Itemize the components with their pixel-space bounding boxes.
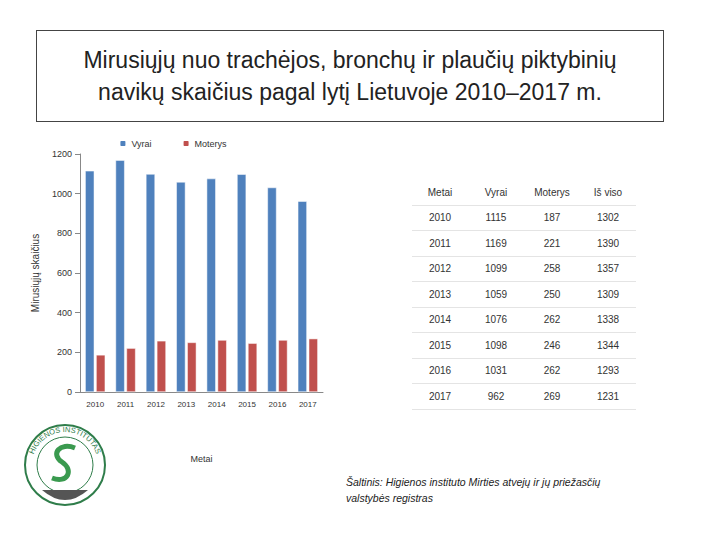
html-text:1169: 1169 xyxy=(485,237,507,249)
html-text:Iš viso: Iš viso xyxy=(593,186,623,198)
html-text:Mirusiųjų nuo trachėjos, bronc: Mirusiųjų nuo trachėjos, bronchų ir plau… xyxy=(83,47,617,105)
html-text:2010: 2010 xyxy=(428,212,452,224)
html-text:269: 269 xyxy=(543,390,561,402)
html-text:258: 258 xyxy=(543,263,561,275)
html-text:2011: 2011 xyxy=(429,237,451,249)
html-text:1059: 1059 xyxy=(484,288,508,300)
svg-text:2015: 2015 xyxy=(238,400,256,409)
html-text:1338: 1338 xyxy=(596,314,620,326)
html-text:1076: 1076 xyxy=(484,314,508,326)
svg-text:HIGIENOS INSTITUTAS: HIGIENOS INSTITUTAS xyxy=(27,425,103,455)
svg-text:Vyrai: Vyrai xyxy=(131,139,151,149)
html-text:262: 262 xyxy=(543,365,561,377)
svg-text:600: 600 xyxy=(57,268,72,278)
html-text:1293: 1293 xyxy=(596,365,620,377)
html-text:2016: 2016 xyxy=(428,365,452,377)
html-text:2014: 2014 xyxy=(428,314,452,326)
svg-text:2010: 2010 xyxy=(86,400,104,409)
html-text:187: 187 xyxy=(543,212,561,224)
svg-text:2011: 2011 xyxy=(117,400,135,409)
html-text:221: 221 xyxy=(543,237,561,249)
html-text:Šaltinis: Higienos instituto M: Šaltinis: Higienos instituto Mirties atv… xyxy=(346,476,601,504)
svg-text:2016: 2016 xyxy=(269,400,287,409)
html-text:2013: 2013 xyxy=(428,288,452,300)
html-text:962: 962 xyxy=(487,390,505,402)
html-text:1302: 1302 xyxy=(596,212,620,224)
svg-text:Mirusiųjų skaičius: Mirusiųjų skaičius xyxy=(30,234,41,312)
html-text:1390: 1390 xyxy=(596,237,620,249)
svg-text:2012: 2012 xyxy=(147,400,165,409)
html-text:250: 250 xyxy=(543,288,561,300)
html-text:246: 246 xyxy=(543,339,561,351)
html-text:Metai: Metai xyxy=(427,186,453,198)
svg-text:0: 0 xyxy=(67,387,72,397)
html-text:2012: 2012 xyxy=(428,263,452,275)
html-text:1357: 1357 xyxy=(596,263,620,275)
svg-text:200: 200 xyxy=(57,347,72,357)
html-text:1309: 1309 xyxy=(596,288,620,300)
html-text:2017: 2017 xyxy=(428,390,452,402)
svg-text:Moterys: Moterys xyxy=(195,139,228,149)
svg-text:800: 800 xyxy=(57,228,72,238)
svg-text:2014: 2014 xyxy=(208,400,226,409)
svg-text:2013: 2013 xyxy=(177,400,195,409)
svg-text:2017: 2017 xyxy=(299,400,317,409)
html-text:1344: 1344 xyxy=(596,339,620,351)
html-text:Vyrai: Vyrai xyxy=(484,186,508,198)
html-text:2015: 2015 xyxy=(428,339,452,351)
svg-text:Metai: Metai xyxy=(190,454,212,464)
html-text:1099: 1099 xyxy=(484,263,508,275)
html-text:1031: 1031 xyxy=(484,365,508,377)
svg-text:400: 400 xyxy=(57,308,72,318)
svg-text:1200: 1200 xyxy=(52,149,72,159)
html-text:262: 262 xyxy=(543,314,561,326)
html-text:1098: 1098 xyxy=(484,339,508,351)
svg-text:1000: 1000 xyxy=(52,189,72,199)
html-text:1115: 1115 xyxy=(485,212,507,224)
html-text:1231: 1231 xyxy=(596,390,620,402)
html-text:Moterys: Moterys xyxy=(534,186,570,198)
